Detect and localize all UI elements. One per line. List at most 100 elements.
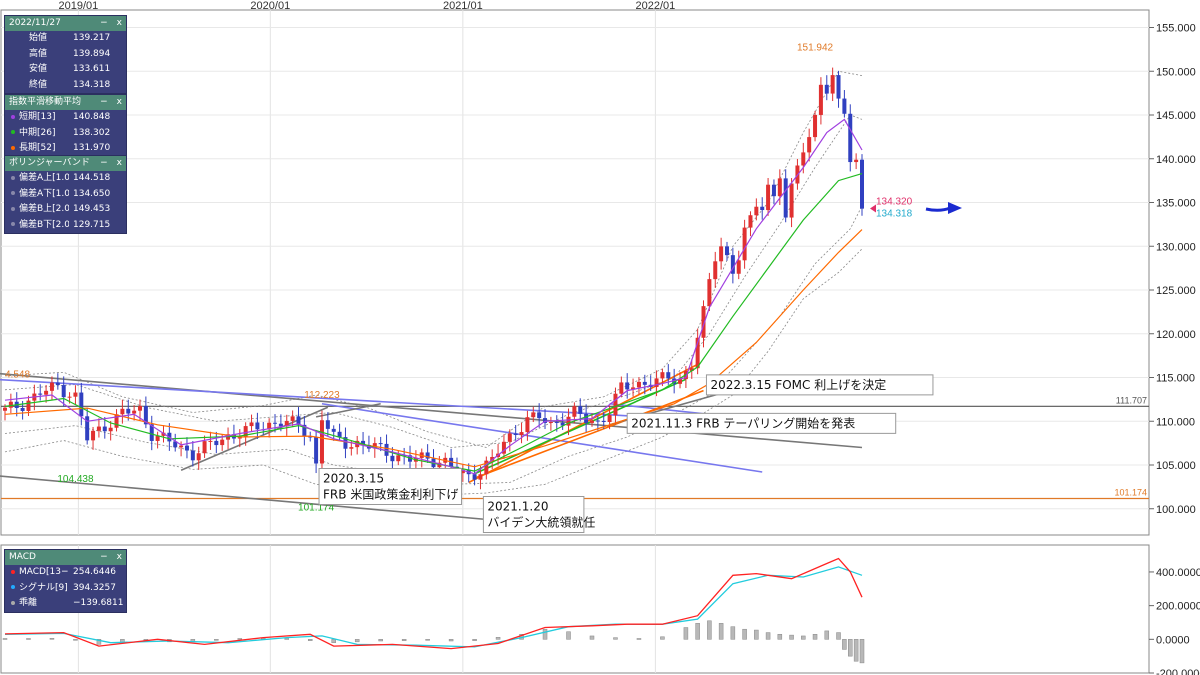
ema-panel-header[interactable]: 指数平滑移動平均 − x [5,95,126,110]
y-tick-label: 145.000 [1156,110,1196,122]
candle-body [67,396,72,398]
macd-tick-label: -200.0000 [1156,668,1200,675]
trend-line-2019 [180,406,329,471]
candle-body [818,84,823,115]
macd-legend-panel: MACD −x MACD[13−26]254.6446 シグナル[9]394.3… [4,549,127,613]
candle-body [343,437,348,449]
candle-body [460,469,465,474]
price-label: 112.223 [304,390,340,401]
minimize-button[interactable]: − [100,97,108,107]
annotation-text: 2020.3.15 [323,472,384,486]
bb-row-a-upper: 偏差A上[1.00]144.518 [5,171,126,187]
minimize-button[interactable]: − [100,158,108,168]
minimize-button[interactable]: − [100,18,108,28]
candle-body [143,405,148,425]
macd-panel-header[interactable]: MACD − x [5,550,126,565]
macd-histogram-bar [378,639,383,642]
macd-histogram-bar [801,635,806,640]
candle-body [860,159,864,209]
candle-body [507,433,512,442]
candle-body [660,372,665,379]
price-pane[interactable] [0,9,1150,536]
horizontal-line-label: 111.707 [1116,395,1147,405]
macd-row-divergence: 乖離 −139.6811 [5,596,126,612]
macd-histogram-bar [742,628,747,640]
candle-body [425,452,430,459]
macd-histogram-bar [812,634,818,640]
candle-body [361,440,366,445]
candle-body [85,416,90,441]
x-tick-label: 2019/01 [58,0,98,12]
candle-body [589,420,594,423]
ohlc-panel-header[interactable]: 2022/11/27 − x [5,16,126,31]
candle-body [26,400,31,411]
candle-body [237,437,242,439]
close-button[interactable]: x [116,552,122,562]
candle-body [249,422,254,427]
candle-body [754,206,759,216]
candle-body [490,456,495,461]
macd-histogram-bar [859,639,865,664]
annotation-text: FRB 米国政策金利利下げ [323,487,458,502]
x-tick-label: 2022/01 [635,0,675,12]
dot-icon [11,191,15,195]
candle-body [102,426,107,432]
candle-body [138,405,143,411]
bollinger-panel-header[interactable]: ボリンジャーバンド − x [5,156,126,171]
candle-body [38,393,43,395]
ema-row-long: 長期[52] 131.970 [5,141,126,157]
minimize-button[interactable]: − [100,552,108,562]
macd-histogram-bar [730,626,736,640]
candle-body [724,246,729,256]
y-tick-label: 120.000 [1156,329,1196,341]
time-axis: 2019/01 2020/01 2021/01 2022/01 [58,0,675,12]
macd-pane[interactable] [0,544,1150,674]
ema-row-mid: 中期[26] 138.302 [5,126,126,142]
close-button[interactable]: x [116,158,122,168]
candle-body [619,382,624,394]
candle-body [824,84,829,94]
ohlc-row-open: 始値 139.217 [29,33,111,43]
candle-body [525,417,530,433]
bb-row-a-lower: 偏差A下[1.00]134.650 [5,187,126,203]
candle-body [771,184,776,197]
candle-body [777,178,782,197]
candle-body [155,435,160,441]
y-tick-label: 115.000 [1156,373,1195,385]
bb-lower-2 [4,248,863,497]
candle-body [255,422,260,430]
candle-body [390,455,395,462]
close-button[interactable]: x [116,97,122,107]
price-axis: 155.000 150.000 145.000 140.000 135.000 130.0… [1149,23,1196,516]
candle-body [96,426,101,431]
candle-body [337,431,342,438]
candle-body [678,379,683,384]
annotation-frame [482,496,585,533]
macd-histogram-bar [683,627,689,640]
macd-histogram-bar [354,639,360,643]
candle-body [278,423,283,427]
close-button[interactable]: x [116,18,122,28]
ema-long-line [4,229,863,468]
y-tick-label: 100.000 [1156,504,1196,516]
moving-averages [4,118,863,475]
candle-body [114,414,119,428]
macd-histogram-bar [695,623,700,640]
ohlc-row-close: 終値 134.318 [29,79,111,90]
candle-body [73,392,78,397]
macd-panel-title: MACD [9,552,36,562]
candle-body [173,441,178,448]
candle-body [91,430,96,441]
candle-body [384,443,389,456]
candle-body [642,381,647,385]
macd-tick-label: 200.0000 [1156,601,1200,613]
trend-lines[interactable] [0,363,863,522]
candle-body [202,441,207,454]
candle-body [108,427,113,432]
ask-price-label: 134.318 [876,208,913,219]
macd-histogram-bar [718,623,724,640]
candle-body [601,420,606,422]
